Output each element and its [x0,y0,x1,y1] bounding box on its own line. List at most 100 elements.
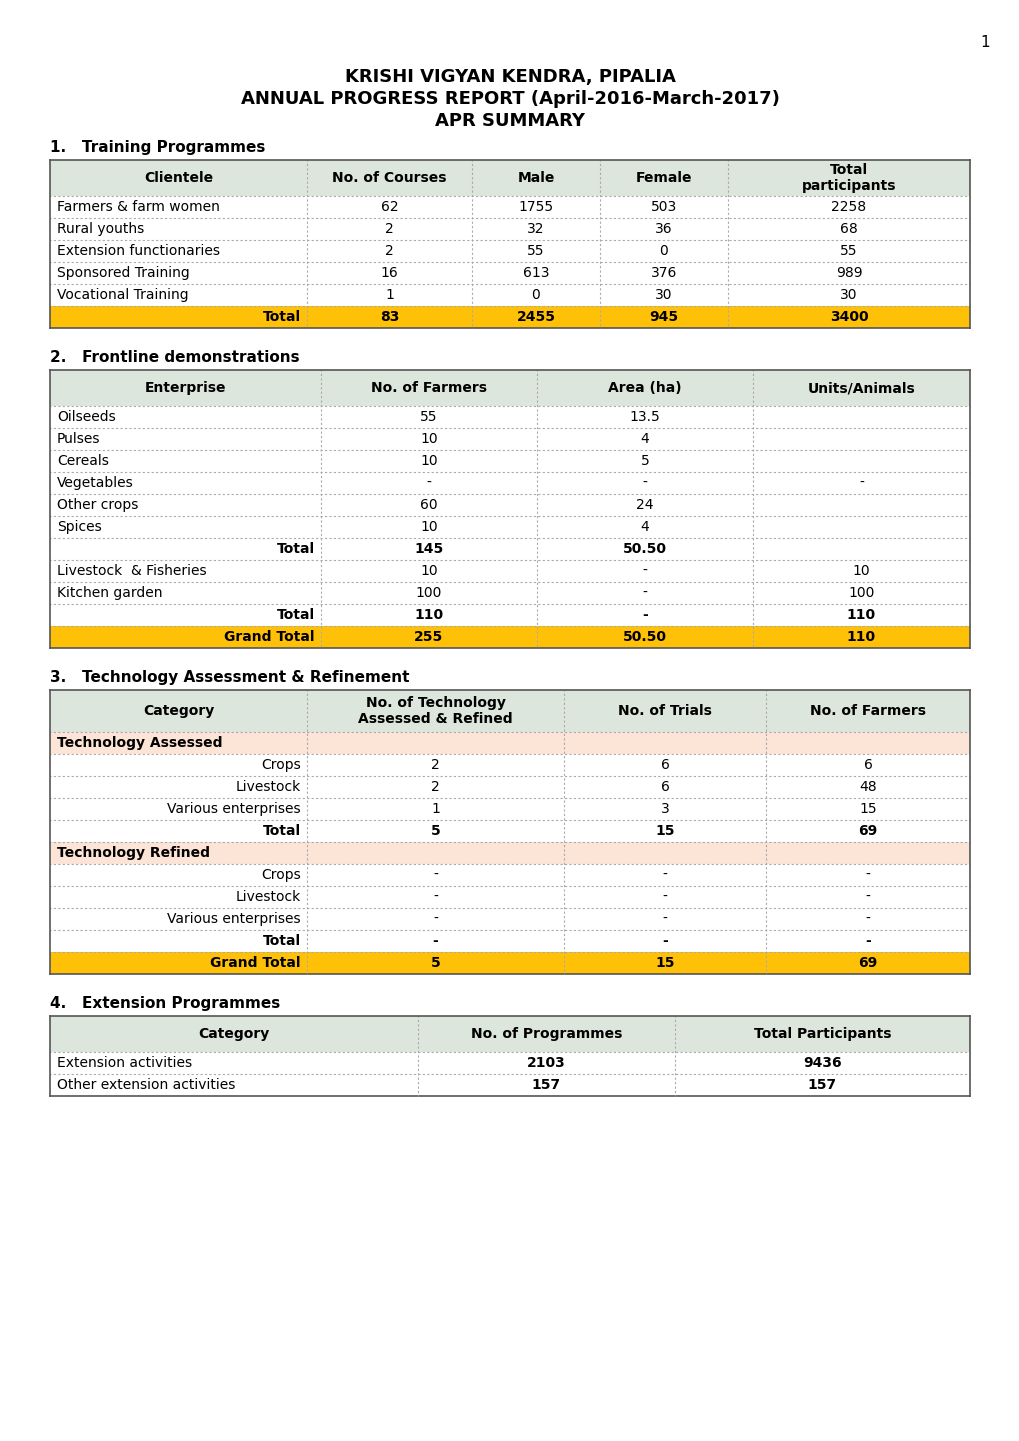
Text: No. of Farmers: No. of Farmers [371,380,486,395]
Text: 3400: 3400 [828,310,867,324]
Bar [50,777,969,798]
Text: Crops: Crops [261,867,301,882]
Text: 1: 1 [979,35,989,50]
Text: Vocational Training: Vocational Training [57,288,189,303]
Text: Sponsored Training: Sponsored Training [57,267,190,280]
Text: 0: 0 [659,244,667,258]
Text: No. of Farmers: No. of Farmers [809,705,925,718]
Text: 15: 15 [654,955,675,970]
Text: 4: 4 [640,520,649,535]
Text: 613: 613 [522,267,548,280]
Bar [50,406,969,428]
Bar [50,561,969,582]
Bar [50,284,969,305]
Bar [50,1016,969,1052]
Text: 4: 4 [640,432,649,447]
Bar [50,516,969,537]
Text: 0: 0 [531,288,540,303]
Bar [50,262,969,284]
Text: Vegetables: Vegetables [57,476,133,490]
Bar [50,494,969,516]
Text: 5: 5 [640,454,649,468]
Text: -: - [858,476,863,490]
Bar [50,450,969,473]
Text: -: - [433,867,437,882]
Text: 2: 2 [431,758,439,772]
Text: -: - [426,476,431,490]
Text: Kitchen garden: Kitchen garden [57,586,162,599]
Text: -: - [662,912,666,927]
Bar [50,1052,969,1074]
Text: Category: Category [198,1027,269,1040]
Text: 50.50: 50.50 [623,542,666,556]
Text: 145: 145 [414,542,443,556]
Text: 989: 989 [835,267,861,280]
Text: -: - [642,608,647,623]
Text: Total: Total [276,542,315,556]
Text: Technology Refined: Technology Refined [57,846,210,860]
Text: 6: 6 [863,758,871,772]
Text: 2258: 2258 [830,200,866,215]
Text: 15: 15 [858,803,876,816]
Text: 30: 30 [840,288,857,303]
Text: 62: 62 [380,200,398,215]
Text: 69: 69 [858,824,876,839]
Text: 945: 945 [649,310,678,324]
Text: 55: 55 [420,411,437,424]
Bar [50,1074,969,1097]
Text: 55: 55 [527,244,544,258]
Text: -: - [433,912,437,927]
Text: Grand Total: Grand Total [210,955,301,970]
Bar [50,473,969,494]
Text: 2103: 2103 [527,1056,566,1071]
Bar [50,160,969,196]
Text: 100: 100 [416,586,442,599]
Text: 10: 10 [852,563,869,578]
Text: 16: 16 [380,267,398,280]
Bar [50,908,969,929]
Text: -: - [642,586,647,599]
Text: 376: 376 [650,267,677,280]
Text: 3.   Technology Assessment & Refinement: 3. Technology Assessment & Refinement [50,670,409,684]
Text: No. of Programmes: No. of Programmes [471,1027,622,1040]
Text: 24: 24 [636,499,653,512]
Text: 110: 110 [846,630,875,644]
Bar [50,537,969,561]
Bar [50,604,969,625]
Text: Total
participants: Total participants [801,163,896,193]
Text: Livestock: Livestock [235,891,301,904]
Text: 36: 36 [654,222,673,236]
Text: Extension functionaries: Extension functionaries [57,244,220,258]
Text: APR SUMMARY: APR SUMMARY [434,112,585,130]
Bar [50,305,969,329]
Text: Other extension activities: Other extension activities [57,1078,235,1092]
Bar [50,820,969,842]
Text: 9436: 9436 [802,1056,841,1071]
Text: 503: 503 [650,200,677,215]
Bar [50,886,969,908]
Text: 1.   Training Programmes: 1. Training Programmes [50,140,265,156]
Text: 3: 3 [660,803,668,816]
Bar [50,754,969,777]
Bar [50,428,969,450]
Text: -: - [642,563,647,578]
Bar [50,218,969,241]
Text: 4.   Extension Programmes: 4. Extension Programmes [50,996,280,1012]
Bar [50,582,969,604]
Text: No. of Courses: No. of Courses [332,171,446,184]
Text: Livestock  & Fisheries: Livestock & Fisheries [57,563,207,578]
Text: ANNUAL PROGRESS REPORT (April-2016-March-2017): ANNUAL PROGRESS REPORT (April-2016-March… [240,89,779,108]
Text: Technology Assessed: Technology Assessed [57,736,222,749]
Text: 1: 1 [385,288,393,303]
Text: 68: 68 [840,222,857,236]
Text: 10: 10 [420,520,437,535]
Text: 157: 157 [807,1078,837,1092]
Bar [50,798,969,820]
Text: Total: Total [276,608,315,623]
Text: Enterprise: Enterprise [145,380,226,395]
Text: Category: Category [143,705,214,718]
Bar [50,370,969,406]
Text: KRISHI VIGYAN KENDRA, PIPALIA: KRISHI VIGYAN KENDRA, PIPALIA [344,68,675,86]
Text: Other crops: Other crops [57,499,139,512]
Text: 2: 2 [385,244,393,258]
